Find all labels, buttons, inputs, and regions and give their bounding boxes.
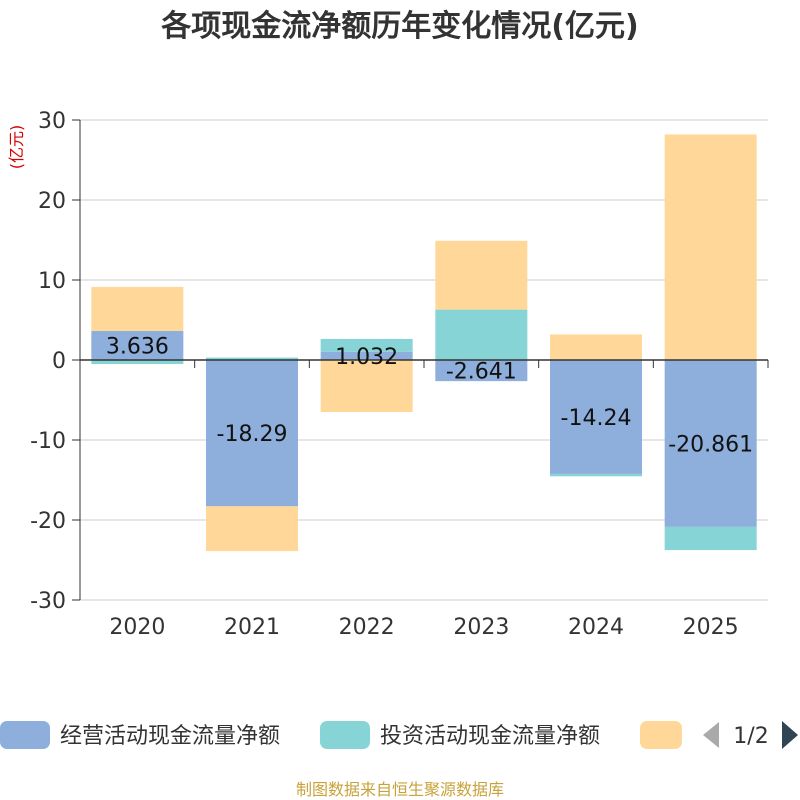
- bar-series1-2020[interactable]: [91, 360, 184, 364]
- x-tick-label-2021: 2021: [224, 615, 280, 640]
- legend-swatch-1[interactable]: [320, 721, 370, 749]
- legend-prev-page-icon[interactable]: [703, 722, 719, 748]
- data-label-2025: -20.861: [668, 432, 753, 457]
- bar-series2-2020[interactable]: [91, 286, 184, 331]
- bar-series0-2023[interactable]: [435, 360, 528, 382]
- y-tick-label: -20: [30, 509, 66, 534]
- bar-series2-2022[interactable]: [320, 360, 413, 412]
- legend-page-indicator: 1/2: [733, 724, 768, 749]
- chart-title: 各项现金流净额历年变化情况(亿元): [160, 9, 638, 44]
- data-label-2024: -14.24: [561, 406, 632, 431]
- y-axis-unit: (亿元): [7, 125, 26, 170]
- x-tick-label-2024: 2024: [568, 615, 624, 640]
- bar-series0-2025[interactable]: [664, 360, 757, 527]
- data-label-2022: 1.032: [335, 345, 398, 370]
- data-label-2023: -2.641: [446, 360, 517, 385]
- y-tick-label: -30: [30, 589, 66, 614]
- x-tick-label-2022: 2022: [339, 615, 395, 640]
- legend-swatch-2[interactable]: [640, 721, 682, 749]
- y-tick-label: 10: [38, 269, 66, 294]
- legend-label-0[interactable]: 经营活动现金流量净额: [60, 724, 280, 749]
- bar-series0-2022[interactable]: [320, 351, 413, 360]
- y-tick-label: 0: [52, 349, 66, 374]
- axes: 30 20 10 0 -10 -20 -30 2020 2021 2022 2023 2024 2025: [30, 109, 769, 640]
- bar-series2-2023[interactable]: [435, 240, 528, 310]
- bar-series2-2021[interactable]: [206, 506, 298, 552]
- x-tick-label-2020: 2020: [109, 615, 165, 640]
- bar-series2-2024[interactable]: [550, 334, 642, 360]
- y-tick-label: 20: [38, 189, 66, 214]
- source-note: 制图数据来自恒生聚源数据库: [296, 780, 504, 799]
- legend-swatch-0[interactable]: [0, 721, 50, 749]
- bar-labels: 3.636 -18.29 1.032 -2.641 -14.24 -20.861: [106, 334, 753, 457]
- bar-series0-2021[interactable]: [206, 360, 298, 507]
- bar-series1-2021[interactable]: [206, 357, 298, 360]
- bar-series2-2025[interactable]: [664, 134, 757, 360]
- bar-series0-2024[interactable]: [550, 360, 642, 474]
- legend-next-page-icon[interactable]: [782, 721, 798, 749]
- data-label-2021: -18.29: [217, 422, 288, 447]
- data-label-2020: 3.636: [106, 334, 169, 359]
- bars: [91, 134, 757, 552]
- bar-series1-2025[interactable]: [664, 526, 757, 551]
- y-tick-label: 30: [38, 109, 66, 134]
- x-tick-label-2025: 2025: [683, 615, 739, 640]
- bar-series1-2023[interactable]: [435, 309, 528, 360]
- bar-series1-2024[interactable]: [550, 473, 642, 477]
- y-tick-label: -10: [30, 429, 66, 454]
- legend-label-1[interactable]: 投资活动现金流量净额: [380, 724, 600, 749]
- legend: 经营活动现金流量净额 投资活动现金流量净额 1/2: [0, 721, 798, 749]
- x-tick-label-2023: 2023: [453, 615, 509, 640]
- bar-series0-2020[interactable]: [91, 330, 184, 360]
- bar-series1-2022[interactable]: [320, 338, 413, 352]
